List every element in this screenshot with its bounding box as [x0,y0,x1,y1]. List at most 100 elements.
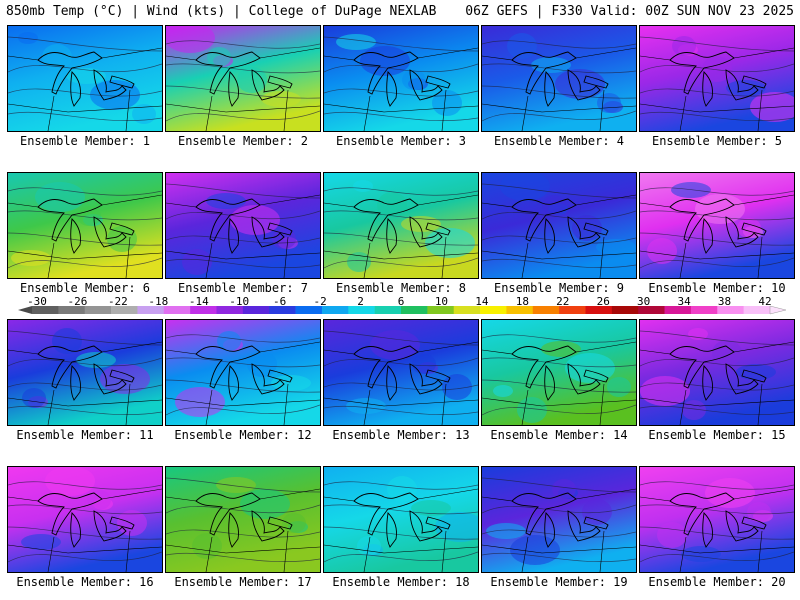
ensemble-map-panel [7,319,163,426]
height-contour [324,210,478,221]
colorbar-bin [374,306,402,314]
height-contour [8,111,162,121]
height-contour [482,183,636,199]
great-lakes-outline [669,345,735,389]
height-contour [482,258,636,268]
ensemble-map-panel [639,25,795,132]
height-contour [166,477,320,493]
ensemble-map-panel [323,172,479,279]
ensemble-member-label: Ensemble Member: 5 [651,134,783,148]
height-contour [482,504,636,514]
great-lakes-outline [70,218,81,254]
ensemble-member-label: Ensemble Member: 16 [16,575,154,589]
height-contour [324,551,478,563]
height-contour [482,404,636,416]
colorbar-tick-label: -2 [313,295,326,308]
great-lakes-outline [741,516,767,530]
colorbar-bin [190,306,217,314]
great-lakes-outline [544,512,555,548]
height-contour [8,481,162,490]
height-contour [482,85,636,99]
great-lakes-outline [583,369,609,383]
height-contour [166,210,320,220]
colorbar-tick-label: 34 [677,295,691,308]
great-lakes-outline [583,516,609,530]
state-borders [166,341,320,425]
great-lakes-outline [228,512,239,548]
great-lakes-outline [725,510,759,542]
great-lakes-outline [511,345,577,389]
colorbar-tick-label: 6 [398,295,405,308]
great-lakes-outline [544,71,555,107]
height-contour [166,404,320,416]
great-lakes-outline [93,216,127,248]
colorbar-bin [401,306,428,314]
height-contour [482,357,636,368]
great-lakes-outline [511,198,577,242]
ensemble-member-label: Ensemble Member: 13 [332,428,470,442]
colorbar-bin [163,306,191,314]
colorbar-bin [559,306,586,314]
great-lakes-outline [228,218,239,254]
colorbar-tick-label: 30 [637,295,650,308]
height-contour [166,235,320,244]
height-contour [640,187,794,196]
state-borders [640,47,794,131]
height-contour [8,405,162,415]
height-contour [640,88,794,97]
great-lakes-outline [544,365,555,401]
great-lakes-outline [353,492,419,536]
ensemble-map-panel [7,25,163,132]
colorbar-bin [506,306,534,314]
ensemble-map-panel [7,172,163,279]
ensemble-member-label: Ensemble Member: 17 [174,575,312,589]
height-contour [166,529,320,538]
colorbar-tick-label: -30 [27,295,47,308]
great-lakes-outline [702,71,713,107]
height-contour [324,111,478,121]
colorbar-tick-label: 2 [357,295,364,308]
great-lakes-outline [567,216,601,248]
colorbar-bin [532,306,560,314]
state-borders [324,47,478,131]
height-contour [166,357,320,368]
colorbar-bin [717,306,744,314]
great-lakes-outline [228,71,239,107]
colorbar-bin [348,306,375,314]
great-lakes-outline [702,512,713,548]
great-lakes-outline [425,516,451,530]
height-contour [324,526,478,540]
colorbar-bin [216,306,244,314]
state-borders [482,488,636,572]
ensemble-member-label: Ensemble Member: 2 [177,134,309,148]
colorbar-bin [84,306,112,314]
great-lakes-outline [741,222,767,236]
great-lakes-outline [37,345,103,389]
colorbar-tick-label: -18 [148,295,168,308]
height-contour [324,481,478,490]
height-contour [166,334,320,343]
colorbar-tick-label: -10 [229,295,249,308]
great-lakes-outline [228,365,239,401]
height-contour [166,110,320,122]
ensemble-map-panel [639,466,795,573]
colorbar-low-arrow [18,306,32,314]
great-lakes-outline [195,345,261,389]
great-lakes-outline [70,365,81,401]
great-lakes-outline [109,369,135,383]
colorbar-tick-label: 26 [597,295,610,308]
ensemble-map-panel [165,466,321,573]
state-borders [324,341,478,425]
colorbar-bin [111,306,138,314]
ensemble-member-label: Ensemble Member: 20 [648,575,786,589]
ensemble-member-label: Ensemble Member: 4 [493,134,625,148]
height-contour [482,235,636,244]
ensemble-member-label: Ensemble Member: 10 [648,281,786,295]
height-contour [324,357,478,367]
great-lakes-outline [353,345,419,389]
ensemble-map-panel [7,466,163,573]
height-contour [482,529,636,538]
colorbar-bin [585,306,613,314]
height-contour [482,334,636,343]
